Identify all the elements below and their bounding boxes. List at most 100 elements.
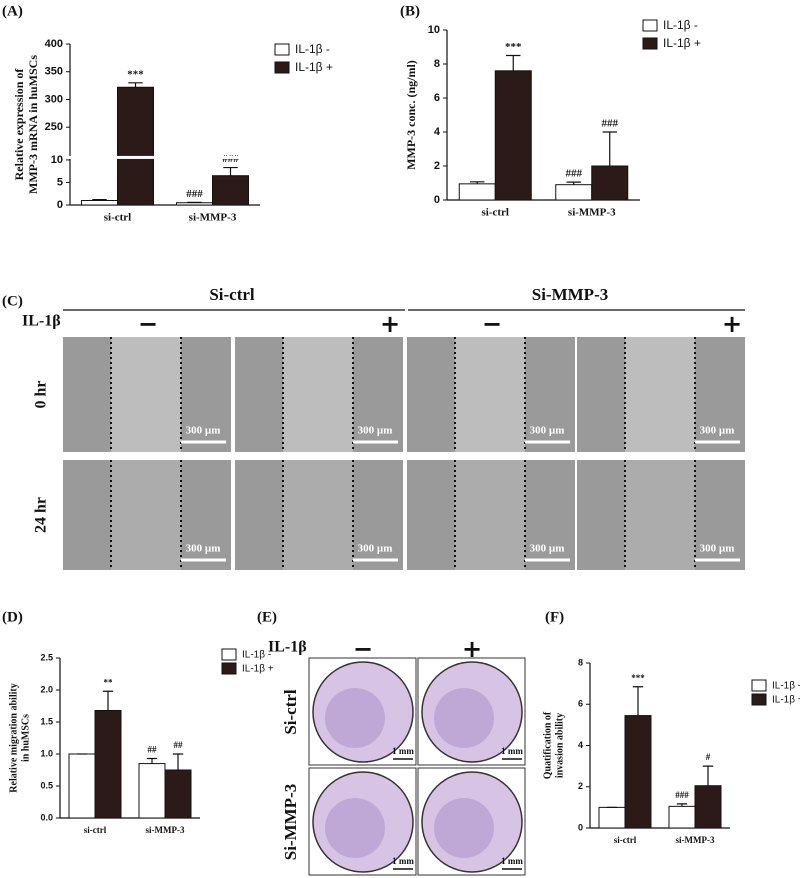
- panel-label: (B): [400, 3, 420, 19]
- well: [312, 661, 414, 763]
- scale-bar-label: 300 µm: [530, 425, 565, 437]
- micrograph-gap: [283, 337, 353, 452]
- x-tick-label: si-ctrl: [104, 212, 131, 224]
- significance-label: ***: [127, 68, 144, 80]
- y-tick-label: 0: [578, 822, 583, 832]
- bar: [81, 199, 118, 206]
- treatment-sign: +: [722, 310, 742, 338]
- y-tick-label: 0: [434, 194, 440, 206]
- y-tick-label: 10: [51, 154, 63, 166]
- scale-bar-label: 1 mm: [501, 856, 523, 866]
- group-label: Si-ctrl: [209, 285, 255, 304]
- error-bar: [566, 181, 581, 185]
- scale-bar-label: 300 µm: [358, 543, 393, 555]
- micrograph-gap: [111, 460, 181, 570]
- scale-bar-label: 300 µm: [700, 543, 735, 555]
- bar: [164, 769, 192, 819]
- scale-bar-label: 1 mm: [501, 746, 523, 756]
- y-tick-label: 1.5: [40, 716, 53, 726]
- y-tick-label: 350: [45, 66, 63, 78]
- error-bar: [506, 54, 521, 71]
- treatment-sign: −: [482, 310, 502, 338]
- panel-label: (C): [2, 293, 23, 309]
- y-axis-label: invasion ability: [554, 713, 565, 778]
- legend-label: IL-1β +: [242, 664, 274, 675]
- legend-label: IL-1β +: [772, 695, 800, 706]
- significance-label: ***: [631, 673, 645, 683]
- y-tick-label: 2: [434, 160, 440, 172]
- x-tick-label: si-ctrl: [482, 207, 509, 219]
- error-bar: [702, 765, 714, 786]
- significance-label: ##: [174, 740, 184, 750]
- y-tick-label: 1.0: [40, 748, 53, 758]
- scale-bar-label: 300 µm: [186, 543, 221, 555]
- y-tick-label: 8: [434, 58, 440, 70]
- y-axis-label: in huMSCs: [20, 714, 31, 762]
- row-label: 24 hr: [33, 497, 50, 533]
- significance-label: ###: [186, 188, 203, 200]
- y-tick-label: 5: [57, 176, 63, 188]
- treatment-label: IL-1β: [22, 313, 61, 330]
- micrograph-gap: [625, 337, 695, 452]
- treatment-sign: −: [138, 310, 158, 338]
- treatment-sign: +: [462, 635, 482, 663]
- row-label: Si-ctrl: [281, 689, 300, 735]
- significance-label: ##: [148, 745, 158, 755]
- error-bar: [223, 166, 238, 176]
- bar: [668, 805, 696, 829]
- panel-label: (D): [2, 609, 23, 625]
- y-tick-label: 2.0: [40, 684, 53, 694]
- y-tick-label: 10: [428, 24, 440, 36]
- well-stain: [434, 798, 494, 858]
- legend-label: IL-1β -: [663, 18, 698, 32]
- legend-label: IL-1β +: [663, 36, 701, 50]
- well-stain: [325, 798, 385, 858]
- y-axis-label: MMP-3 mRNA in huMSCs: [26, 55, 40, 194]
- y-tick-label: 4: [434, 126, 441, 138]
- micrograph-gap: [111, 337, 181, 452]
- x-tick-label: si-MMP-3: [568, 207, 616, 219]
- bar: [694, 785, 722, 829]
- well: [421, 771, 523, 873]
- scale-bar-label: 1 mm: [392, 746, 414, 756]
- y-tick-label: 0.5: [40, 780, 53, 790]
- error-bar: [92, 198, 107, 201]
- x-tick-label: si-MMP-3: [189, 212, 237, 224]
- group-label: Si-MMP-3: [532, 285, 608, 304]
- bar: [591, 165, 629, 201]
- micrograph-gap: [455, 460, 525, 570]
- row-label: 0 hr: [33, 381, 50, 409]
- well: [312, 771, 414, 873]
- y-tick-label: 250: [45, 121, 63, 133]
- error-bar: [470, 181, 485, 184]
- significance-label: ###: [566, 168, 583, 180]
- significance-label: #: [706, 752, 711, 762]
- bar: [494, 70, 532, 201]
- significance-label: ***: [505, 41, 522, 53]
- treatment-label: IL-1β: [268, 639, 307, 656]
- error-bar: [146, 757, 158, 764]
- treatment-sign: −: [353, 635, 373, 663]
- row-label: Si-MMP-3: [281, 784, 300, 860]
- micrograph-gap: [283, 460, 353, 570]
- bar: [598, 806, 626, 829]
- x-tick-label: si-MMP-3: [146, 825, 185, 835]
- bar: [94, 709, 122, 819]
- axis-break: [66, 155, 260, 159]
- significance-label: ###: [602, 118, 619, 130]
- y-tick-label: 300: [45, 93, 63, 105]
- y-axis-label: Relative expression of: [12, 68, 26, 181]
- bar: [555, 184, 593, 201]
- panel-label: (A): [2, 3, 23, 19]
- x-tick-label: si-ctrl: [614, 835, 637, 845]
- y-tick-label: 0: [57, 199, 63, 211]
- y-tick-label: 4: [578, 740, 583, 750]
- x-tick-label: si-MMP-3: [676, 835, 715, 845]
- panel-label: (E): [257, 609, 277, 625]
- bar: [176, 202, 213, 206]
- micrograph-gap: [455, 337, 525, 452]
- y-tick-label: 6: [434, 92, 440, 104]
- bar: [624, 715, 652, 829]
- bar: [138, 763, 166, 819]
- y-axis-label: MMP-3 conc. (ng/ml): [404, 60, 418, 170]
